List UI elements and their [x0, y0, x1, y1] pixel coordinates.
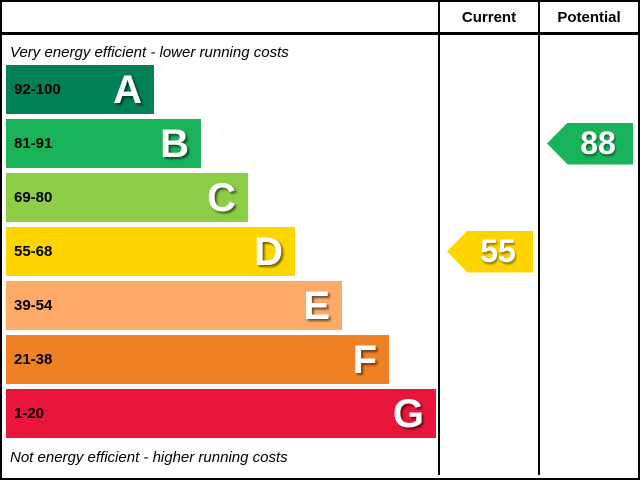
- band-row-a: 92-100 A: [6, 65, 154, 114]
- rating-bands: 92-100 A 81-91 B 69-80 C 55-68 D 39-54 E 21-38 F 1-2…: [2, 65, 438, 438]
- band-row-d: 55-68 D: [6, 227, 295, 276]
- band-row-g: 1-20 G: [6, 389, 436, 438]
- band-row-b: 81-91 B: [6, 119, 201, 168]
- potential-rating-arrow: 88: [547, 122, 633, 165]
- band-letter: C: [207, 175, 236, 220]
- bottom-note: Not energy efficient - higher running co…: [10, 448, 288, 466]
- band-letter: E: [303, 283, 330, 328]
- header-spacer: [2, 2, 438, 32]
- band-range-label: 21-38: [14, 351, 53, 368]
- potential-column-header: Potential: [538, 2, 638, 32]
- chart-body: Very energy efficient - lower running co…: [2, 35, 638, 475]
- band-letter: D: [254, 229, 283, 274]
- band-range-label: 39-54: [14, 297, 53, 314]
- band-letter: G: [392, 391, 424, 436]
- top-note: Very energy efficient - lower running co…: [10, 43, 289, 61]
- band-row-c: 69-80 C: [6, 173, 248, 222]
- bands-column: Very energy efficient - lower running co…: [2, 35, 438, 475]
- band-range-label: 81-91: [14, 135, 53, 152]
- band-row-f: 21-38 F: [6, 335, 389, 384]
- chart-header: Current Potential: [2, 2, 638, 35]
- band-letter: A: [113, 67, 142, 112]
- band-range-label: 1-20: [14, 405, 45, 422]
- band-range-label: 55-68: [14, 243, 53, 260]
- band-range-label: 69-80: [14, 189, 53, 206]
- band-letter: F: [352, 337, 377, 382]
- band-row-e: 39-54 E: [6, 281, 342, 330]
- band-letter: B: [160, 121, 189, 166]
- band-range-label: 92-100: [14, 81, 61, 98]
- potential-column: 88: [538, 35, 638, 475]
- current-rating-arrow: 55: [447, 230, 533, 273]
- current-column: 55: [438, 35, 538, 475]
- current-column-header: Current: [438, 2, 538, 32]
